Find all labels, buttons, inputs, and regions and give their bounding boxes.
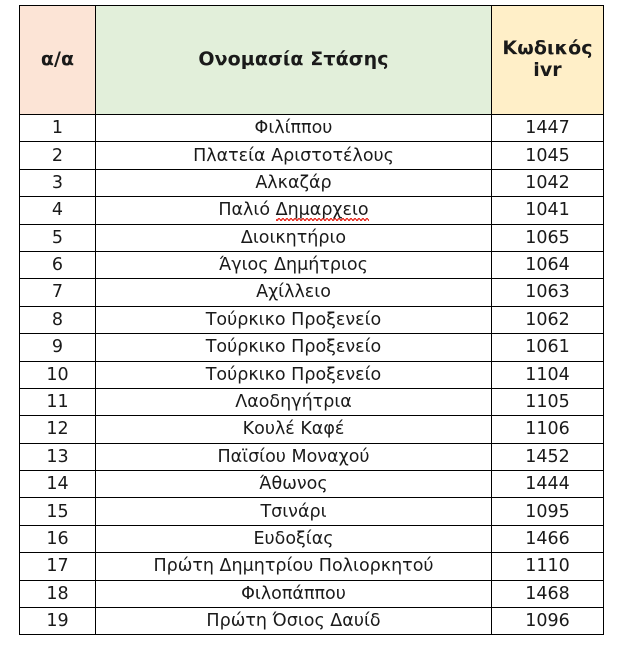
table-row[interactable]: 16 Ευδοξίας 1466 [19, 524, 604, 554]
table-row[interactable]: 5 Διοικητήριο 1065 [19, 223, 604, 252]
table-row[interactable]: 6 Άγιος Δημήτριος 1064 [19, 250, 604, 280]
cell-ivr-code[interactable]: 1105 [491, 387, 604, 417]
cell-stop-name[interactable]: Άγιος Δημήτριος [95, 250, 492, 280]
misspelled-word[interactable]: Δημαρχειο [275, 199, 369, 220]
table-row[interactable]: 8 Τούρκικο Προξενείο 1062 [19, 305, 604, 335]
cell-index[interactable]: 11 [19, 387, 96, 417]
table-row[interactable]: 4 Παλιό Δημαρχειο 1041 [19, 196, 604, 225]
cell-stop-name[interactable]: Αλκαζάρ [95, 168, 492, 198]
cell-index[interactable]: 10 [19, 360, 96, 389]
cell-stop-name[interactable]: Λαοδηγήτρια [95, 387, 492, 417]
cell-ivr-code[interactable]: 1104 [491, 360, 604, 389]
cell-stop-name[interactable]: Τσινάρι [95, 497, 492, 526]
bus-stops-table: α/α Ονομασία Στάσης Κωδικός ivr 1 Φιλίππο… [19, 5, 604, 636]
table-row[interactable]: 11 Λαοδηγήτρια 1105 [19, 387, 604, 417]
cell-ivr-code[interactable]: 1095 [491, 497, 604, 526]
column-header-ivr-code-line1: Κωδικός [502, 37, 593, 60]
cell-index[interactable]: 3 [19, 168, 96, 198]
cell-index[interactable]: 19 [19, 607, 96, 636]
cell-ivr-code[interactable]: 1062 [491, 305, 604, 335]
table-header-row: α/α Ονομασία Στάσης Κωδικός ivr [19, 5, 604, 115]
table-header: α/α Ονομασία Στάσης Κωδικός ivr [19, 5, 604, 115]
cell-index[interactable]: 18 [19, 579, 96, 609]
cell-ivr-code[interactable]: 1110 [491, 552, 604, 581]
cell-stop-name[interactable]: Αχίλλειο [95, 278, 492, 307]
cell-index[interactable]: 6 [19, 250, 96, 280]
column-header-stop-name: Ονομασία Στάσης [95, 5, 492, 115]
cell-index[interactable]: 7 [19, 278, 96, 307]
cell-ivr-code[interactable]: 1061 [491, 333, 604, 362]
cell-stop-name[interactable]: Τούρκικο Προξενείο [95, 333, 492, 362]
cell-ivr-code[interactable]: 1042 [491, 168, 604, 198]
table-row[interactable]: 14 Άθωνος 1444 [19, 470, 604, 499]
cell-ivr-code[interactable]: 1447 [491, 113, 604, 143]
table-row[interactable]: 10 Τούρκικο Προξενείο 1104 [19, 360, 604, 389]
cell-index[interactable]: 13 [19, 442, 96, 472]
cell-stop-name[interactable]: Άθωνος [95, 470, 492, 499]
cell-index[interactable]: 17 [19, 552, 96, 581]
cell-stop-name[interactable]: Ευδοξίας [95, 524, 492, 554]
cell-stop-name[interactable]: Τούρκικο Προξενείο [95, 305, 492, 335]
cell-ivr-code[interactable]: 1444 [491, 470, 604, 499]
cell-ivr-code[interactable]: 1096 [491, 607, 604, 636]
column-header-index: α/α [19, 5, 96, 115]
cell-ivr-code[interactable]: 1045 [491, 141, 604, 170]
table-row[interactable]: 1 Φιλίππου 1447 [19, 113, 604, 143]
cell-stop-name[interactable]: Παϊσίου Μοναχού [95, 442, 492, 472]
cell-index[interactable]: 12 [19, 415, 96, 444]
cell-stop-name[interactable]: Πρώτη Όσιος Δαυίδ [95, 607, 492, 636]
column-header-ivr-code-line2: ivr [533, 59, 562, 81]
cell-index[interactable]: 2 [19, 141, 96, 170]
cell-ivr-code[interactable]: 1064 [491, 250, 604, 280]
cell-index[interactable]: 5 [19, 223, 96, 252]
cell-stop-name[interactable]: Τούρκικο Προξενείο [95, 360, 492, 389]
cell-stop-name[interactable]: Διοικητήριο [95, 223, 492, 252]
cell-index[interactable]: 8 [19, 305, 96, 335]
table-body: 1 Φιλίππου 1447 2 Πλατεία Αριστοτέλους 1045 3 Α… [19, 113, 604, 636]
table-row[interactable]: 9 Τούρκικο Προξενείο 1061 [19, 333, 604, 362]
cell-index[interactable]: 15 [19, 497, 96, 526]
cell-ivr-code[interactable]: 1041 [491, 196, 604, 225]
cell-ivr-code[interactable]: 1065 [491, 223, 604, 252]
table-row[interactable]: 15 Τσινάρι 1095 [19, 497, 604, 526]
table-row[interactable]: 7 Αχίλλειο 1063 [19, 278, 604, 307]
cell-ivr-code[interactable]: 1466 [491, 524, 604, 554]
cell-index[interactable]: 1 [19, 113, 96, 143]
cell-stop-name[interactable]: Φιλίππου [95, 113, 492, 143]
cell-ivr-code[interactable]: 1063 [491, 278, 604, 307]
table-row[interactable]: 13 Παϊσίου Μοναχού 1452 [19, 442, 604, 472]
table-row[interactable]: 18 Φιλοπάππου 1468 [19, 579, 604, 609]
cell-ivr-code[interactable]: 1468 [491, 579, 604, 609]
column-header-ivr-code: Κωδικός ivr [491, 5, 604, 115]
cell-ivr-code[interactable]: 1452 [491, 442, 604, 472]
cell-stop-name[interactable]: Φιλοπάππου [95, 579, 492, 609]
table-row[interactable]: 19 Πρώτη Όσιος Δαυίδ 1096 [19, 607, 604, 636]
table-row[interactable]: 12 Κουλέ Καφέ 1106 [19, 415, 604, 444]
cell-index[interactable]: 9 [19, 333, 96, 362]
cell-stop-name[interactable]: Πλατεία Αριστοτέλους [95, 141, 492, 170]
cell-index[interactable]: 16 [19, 524, 96, 554]
table-row[interactable]: 17 Πρώτη Δημητρίου Πολιορκητού 1110 [19, 552, 604, 581]
cell-stop-name[interactable]: Πρώτη Δημητρίου Πολιορκητού [95, 552, 492, 581]
cell-ivr-code[interactable]: 1106 [491, 415, 604, 444]
table-row[interactable]: 3 Αλκαζάρ 1042 [19, 168, 604, 198]
cell-index[interactable]: 14 [19, 470, 96, 499]
cell-stop-name[interactable]: Παλιό Δημαρχειο [95, 196, 492, 225]
cell-stop-name[interactable]: Κουλέ Καφέ [95, 415, 492, 444]
cell-index[interactable]: 4 [19, 196, 96, 225]
table-row[interactable]: 2 Πλατεία Αριστοτέλους 1045 [19, 141, 604, 170]
